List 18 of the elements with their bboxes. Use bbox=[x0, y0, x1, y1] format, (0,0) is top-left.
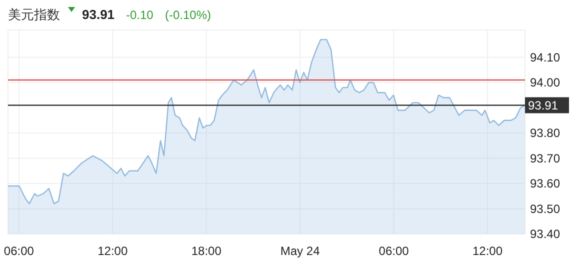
x-tick-label: 06:00 bbox=[378, 244, 410, 258]
ref-line-label: 93.91 bbox=[528, 98, 558, 112]
y-tick-label: 94.00 bbox=[530, 76, 560, 90]
x-tick-label: 06:00 bbox=[4, 244, 34, 258]
x-tick-label: May 24 bbox=[280, 244, 320, 258]
y-tick-label: 93.50 bbox=[530, 202, 560, 216]
y-tick-label: 94.10 bbox=[530, 50, 560, 64]
y-tick-label: 93.80 bbox=[530, 126, 560, 140]
y-tick-label: 93.40 bbox=[530, 227, 560, 242]
text: (-0.10%) bbox=[165, 8, 212, 22]
text: 93.91 bbox=[82, 7, 115, 22]
chart-title: 美元指数 bbox=[8, 7, 60, 22]
y-tick-label: 93.60 bbox=[530, 176, 560, 191]
x-tick-label: 12:00 bbox=[98, 244, 128, 258]
x-tick-label: 12:00 bbox=[472, 244, 503, 258]
y-tick-label: 93.70 bbox=[530, 151, 560, 166]
text: -0.10 bbox=[126, 8, 154, 22]
x-tick-label: 18:00 bbox=[191, 244, 222, 258]
